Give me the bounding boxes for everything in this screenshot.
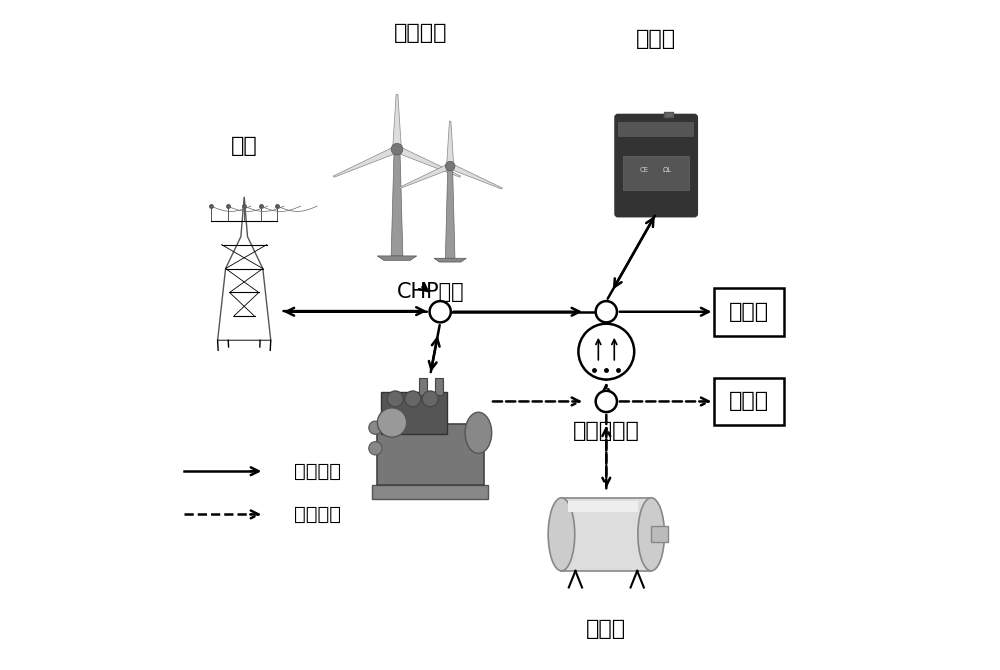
Polygon shape <box>448 163 502 189</box>
Text: CHP机组: CHP机组 <box>396 282 464 302</box>
Text: 热能量流: 热能量流 <box>294 505 341 524</box>
FancyBboxPatch shape <box>714 377 784 425</box>
Text: 风力发电: 风力发电 <box>394 23 447 43</box>
Polygon shape <box>434 258 466 262</box>
FancyBboxPatch shape <box>651 527 668 542</box>
Text: 电网: 电网 <box>231 135 258 155</box>
FancyBboxPatch shape <box>419 378 427 395</box>
Circle shape <box>369 421 382 434</box>
FancyBboxPatch shape <box>372 485 488 499</box>
Polygon shape <box>398 163 452 189</box>
Polygon shape <box>333 146 399 177</box>
Circle shape <box>596 391 617 412</box>
Text: 热转电设备: 热转电设备 <box>573 421 640 442</box>
Circle shape <box>578 324 634 379</box>
Circle shape <box>430 301 451 322</box>
Text: CE: CE <box>640 168 649 174</box>
FancyBboxPatch shape <box>435 378 443 395</box>
FancyBboxPatch shape <box>377 424 484 485</box>
FancyBboxPatch shape <box>623 156 689 190</box>
Polygon shape <box>377 256 417 261</box>
Circle shape <box>391 143 403 155</box>
Text: ΩL: ΩL <box>663 168 672 174</box>
FancyBboxPatch shape <box>664 112 673 117</box>
Text: 储热罐: 储热罐 <box>586 618 626 639</box>
Circle shape <box>405 391 421 407</box>
Polygon shape <box>395 146 461 177</box>
Text: 电负荷: 电负荷 <box>729 302 769 322</box>
Circle shape <box>596 301 617 322</box>
Ellipse shape <box>465 412 492 454</box>
Circle shape <box>422 391 438 407</box>
FancyBboxPatch shape <box>568 501 638 513</box>
Text: 热负荷: 热负荷 <box>729 391 769 411</box>
Polygon shape <box>391 149 403 256</box>
FancyBboxPatch shape <box>618 122 694 137</box>
Polygon shape <box>447 121 454 166</box>
Ellipse shape <box>638 498 664 571</box>
Polygon shape <box>445 166 455 258</box>
Text: 蓄电池: 蓄电池 <box>636 29 676 50</box>
Ellipse shape <box>548 498 575 571</box>
FancyBboxPatch shape <box>561 498 651 571</box>
Circle shape <box>369 442 382 455</box>
FancyBboxPatch shape <box>381 393 447 434</box>
Polygon shape <box>393 94 401 149</box>
FancyBboxPatch shape <box>714 288 784 336</box>
FancyBboxPatch shape <box>615 115 697 216</box>
Circle shape <box>445 161 455 171</box>
Circle shape <box>377 408 407 437</box>
Text: 电能量流: 电能量流 <box>294 462 341 480</box>
Circle shape <box>387 391 403 407</box>
